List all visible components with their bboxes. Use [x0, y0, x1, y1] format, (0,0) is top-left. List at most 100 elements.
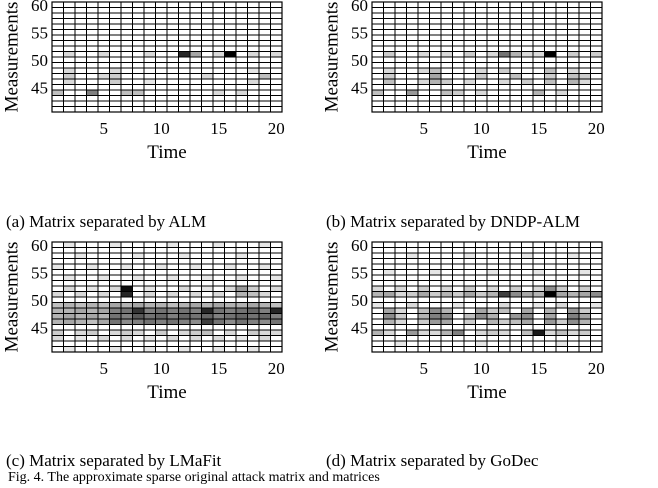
- heatmap-cell: [213, 308, 225, 314]
- heatmap-cell: [383, 68, 395, 74]
- heatmap-cell: [213, 302, 225, 308]
- heatmap-cell: [144, 319, 156, 325]
- heatmap-cell: [383, 330, 395, 336]
- heatmap-cell: [190, 319, 202, 325]
- heatmap-grid: [51, 1, 283, 113]
- y-axis-label: Measurements: [2, 242, 23, 353]
- heatmap-cell: [579, 291, 591, 297]
- heatmap-cell: [487, 291, 499, 297]
- heatmap-cell: [498, 291, 510, 297]
- x-tick-label: 5: [100, 119, 109, 138]
- heatmap-cell: [487, 313, 499, 319]
- heatmap-cell: [52, 308, 64, 314]
- heatmap-cell: [464, 51, 476, 57]
- heatmap-cell: [86, 319, 98, 325]
- heatmap-cell: [567, 51, 579, 57]
- heatmap-cell: [213, 313, 225, 319]
- heatmap-cell: [155, 330, 167, 336]
- heatmap-cell: [63, 346, 75, 352]
- heatmap-cell: [52, 302, 64, 308]
- heatmap-cell: [533, 291, 545, 297]
- heatmap-cell: [270, 51, 282, 57]
- heatmap-cell: [178, 302, 190, 308]
- heatmap-cell: [544, 286, 556, 292]
- heatmap-cell: [167, 335, 179, 341]
- heatmap-cell: [201, 313, 213, 319]
- heatmap-cell: [270, 330, 282, 336]
- heatmap-cell: [418, 291, 430, 297]
- heatmap-cell: [533, 269, 545, 275]
- heatmap-cell: [63, 73, 75, 79]
- heatmap-cell: [109, 302, 121, 308]
- heatmap-cell: [121, 335, 133, 341]
- heatmap-panel-b: 5 10 15 20 45 50 55 60 Time Measurements: [322, 0, 605, 163]
- heatmap-cell: [498, 330, 510, 336]
- heatmap-cell: [383, 269, 395, 275]
- heatmap-cell: [224, 319, 236, 325]
- heatmap-cell: [178, 51, 190, 57]
- heatmap-cell: [544, 73, 556, 79]
- heatmap-cell: [121, 286, 133, 292]
- y-tick-label: 45: [31, 78, 48, 97]
- caption-panel-c: (c) Matrix separated by LMaFit: [6, 451, 222, 470]
- heatmap-cell: [395, 291, 407, 297]
- heatmap-cell: [86, 302, 98, 308]
- heatmap-cell: [247, 79, 259, 85]
- heatmap-cell: [498, 319, 510, 325]
- heatmap-cell: [579, 313, 591, 319]
- heatmap-cell: [521, 253, 533, 259]
- heatmap-cell: [395, 286, 407, 292]
- heatmap-cell: [533, 302, 545, 308]
- heatmap-cell: [98, 51, 110, 57]
- heatmap-cell: [429, 313, 441, 319]
- heatmap-cell: [406, 302, 418, 308]
- heatmap-cell: [372, 302, 384, 308]
- heatmap-cell: [429, 73, 441, 79]
- heatmap-cell: [132, 302, 144, 308]
- heatmap-cell: [63, 51, 75, 57]
- heatmap-cell: [109, 330, 121, 336]
- heatmap-cell: [63, 68, 75, 74]
- heatmap-cell: [213, 335, 225, 341]
- heatmap-cell: [190, 291, 202, 297]
- heatmap-cell: [544, 308, 556, 314]
- heatmap-cell: [510, 291, 522, 297]
- heatmap-cell: [441, 308, 453, 314]
- heatmap-cell: [498, 68, 510, 74]
- heatmap-cell: [144, 335, 156, 341]
- heatmap-cell: [418, 330, 430, 336]
- heatmap-cell: [475, 90, 487, 96]
- heatmap-cell: [270, 308, 282, 314]
- heatmap-cell: [579, 79, 591, 85]
- heatmap-border: [51, 1, 283, 113]
- heatmap-cell: [190, 302, 202, 308]
- heatmap-cell: [236, 253, 248, 259]
- heatmap-cell: [190, 335, 202, 341]
- x-tick-label: 5: [100, 359, 109, 378]
- heatmap-cell: [213, 90, 225, 96]
- heatmap-cell: [155, 264, 167, 270]
- heatmap-cell: [86, 286, 98, 292]
- x-tick-label: 15: [210, 359, 227, 378]
- heatmap-cell: [236, 90, 248, 96]
- heatmap-cell: [579, 269, 591, 275]
- heatmap-cell: [475, 313, 487, 319]
- heatmap-cell: [544, 79, 556, 85]
- heatmap-cell: [521, 319, 533, 325]
- heatmap-cell: [372, 90, 384, 96]
- heatmap-cell: [247, 319, 259, 325]
- heatmap-cell: [259, 335, 271, 341]
- heatmap-cell: [247, 302, 259, 308]
- heatmap-cell: [487, 51, 499, 57]
- heatmap-cell: [247, 346, 259, 352]
- heatmap-cell: [259, 308, 271, 314]
- heatmap-cell: [144, 313, 156, 319]
- heatmap-cell: [109, 242, 121, 248]
- figure-note: Fig. 4. The approximate sparse original …: [8, 470, 380, 485]
- x-tick-label: 10: [473, 359, 490, 378]
- heatmap-cell: [259, 330, 271, 336]
- heatmap-cell: [441, 319, 453, 325]
- heatmap-cell: [452, 302, 464, 308]
- x-tick-label: 10: [153, 359, 170, 378]
- heatmap-cell: [178, 253, 190, 259]
